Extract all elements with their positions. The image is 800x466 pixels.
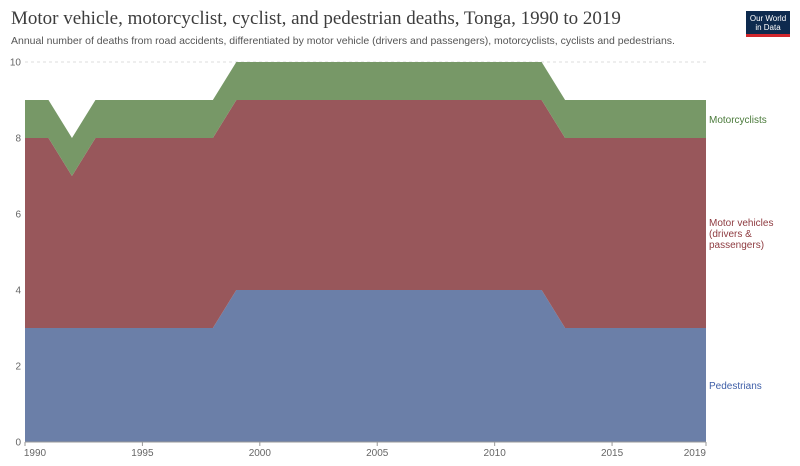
x-tick-label: 2010 <box>484 448 507 459</box>
y-axis: 0 2 4 6 8 10 <box>10 58 22 449</box>
y-tick-label: 8 <box>15 134 21 145</box>
logo-line-2: in Data <box>755 23 781 32</box>
y-tick-label: 10 <box>10 58 22 69</box>
legend-label: Motor vehicles <box>709 218 773 229</box>
legend-item-motorcyclists[interactable]: Motorcyclists <box>709 115 767 126</box>
y-tick-label: 4 <box>15 286 21 297</box>
legend-label: (drivers & <box>709 229 752 240</box>
x-tick-label: 2005 <box>366 448 389 459</box>
y-tick-label: 2 <box>15 362 21 373</box>
legend-label: Motorcyclists <box>709 115 767 126</box>
x-tick-label: 2019 <box>684 448 707 459</box>
chart-title: Motor vehicle, motorcyclist, cyclist, an… <box>11 8 621 29</box>
legend-label: Pedestrians <box>709 381 762 392</box>
stacked-areas <box>25 62 706 442</box>
area-motor-vehicles[interactable] <box>25 100 706 328</box>
area-motorcyclists[interactable] <box>25 62 706 176</box>
x-tick-label: 2015 <box>601 448 624 459</box>
owid-logo[interactable]: Our World in Data <box>746 11 790 37</box>
y-tick-label: 6 <box>15 210 21 221</box>
x-tick-label: 1995 <box>131 448 154 459</box>
logo-line-1: Our World <box>749 14 787 23</box>
legend: Pedestrians Motor vehicles(drivers &passe… <box>709 115 773 392</box>
y-tick-label: 0 <box>15 438 21 449</box>
x-axis: 1990 1995 2000 2005 2010 2015 2019 <box>24 441 707 459</box>
x-tick-label: 2000 <box>249 448 272 459</box>
legend-label: passengers) <box>709 240 764 251</box>
x-tick-label: 1990 <box>24 448 47 459</box>
legend-item-pedestrians[interactable]: Pedestrians <box>709 381 762 392</box>
chart-subtitle: Annual number of deaths from road accide… <box>11 35 675 47</box>
legend-item-motor-vehicles[interactable]: Motor vehicles(drivers &passengers) <box>709 218 773 251</box>
